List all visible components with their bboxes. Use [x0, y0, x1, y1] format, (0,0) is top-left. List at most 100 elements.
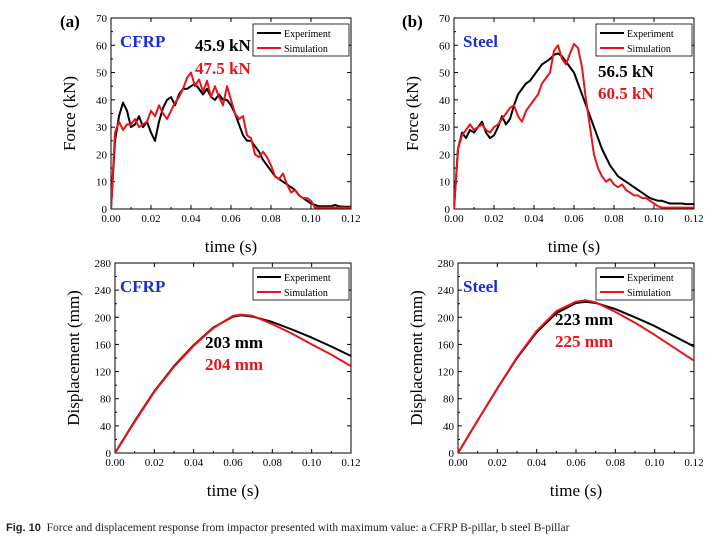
legend-label: Simulation: [284, 44, 328, 55]
legend-label: Experiment: [627, 29, 674, 40]
x-tick-label: 0.00: [105, 457, 125, 469]
panel-b: 0.00 0.02 0.04 0.06 0.08 0.10 0.12 0 10 20 30 40 50 6…: [402, 12, 704, 256]
x-tick-label: 0.10: [644, 213, 664, 225]
material-label: Steel: [463, 277, 498, 296]
caption-text: Force and displacement response from imp…: [46, 522, 570, 534]
x-tick-label: 0.06: [223, 457, 243, 469]
y-tick-label: 80: [443, 394, 455, 406]
x-tick-label: 0.10: [302, 457, 322, 469]
simulation-peak-value: 60.5 kN: [598, 84, 654, 103]
panel-label: (b): [402, 12, 423, 31]
y-axis-label: Force (kN): [403, 76, 422, 151]
legend-label: Experiment: [284, 273, 331, 284]
series-line-simulation: [115, 313, 351, 453]
y-tick-label: 200: [438, 312, 455, 324]
y-tick-label: 70: [96, 13, 108, 25]
y-tick-label: 70: [439, 13, 451, 25]
simulation-peak-value: 225 mm: [555, 332, 613, 351]
panel-a: 0.00 0.02 0.04 0.06 0.08 0.10 0.12 0 10 20 30 40 50 6…: [60, 12, 361, 256]
x-tick-label: 0.08: [606, 457, 626, 469]
legend-box: [252, 267, 350, 301]
x-tick-label: 0.10: [301, 213, 321, 225]
y-tick-label: 160: [438, 339, 455, 351]
y-axis-label: Displacement (mm): [407, 290, 426, 426]
y-tick-label: 0: [102, 204, 108, 216]
x-tick-label: 0.06: [564, 213, 584, 225]
material-label: Steel: [463, 32, 498, 51]
y-tick-label: 280: [438, 258, 455, 270]
x-tick-label: 0.00: [448, 457, 468, 469]
x-tick-label: 0.02: [488, 457, 507, 469]
panel-c: 0.00 0.02 0.04 0.06 0.08 0.10 0.12 0 40 80 120 160 2…: [64, 258, 361, 500]
x-tick-label: 0.04: [527, 457, 547, 469]
y-tick-label: 0: [449, 448, 455, 460]
experiment-peak-value: 223 mm: [555, 310, 613, 329]
x-tick-label: 0.00: [444, 213, 464, 225]
y-tick-label: 240: [95, 285, 112, 297]
x-tick-label: 0.02: [145, 457, 164, 469]
y-axis-label: Displacement (mm): [64, 290, 83, 426]
x-axis-label: time (s): [550, 481, 602, 500]
x-tick-label: 0.08: [604, 213, 624, 225]
y-tick-label: 40: [100, 421, 112, 433]
experiment-peak-value: 45.9 kN: [195, 36, 251, 55]
legend-label: Simulation: [284, 288, 328, 299]
y-tick-label: 50: [439, 68, 451, 80]
y-tick-label: 200: [95, 312, 112, 324]
y-tick-label: 30: [96, 122, 108, 134]
x-tick-label: 0.02: [484, 213, 503, 225]
series-line-experiment: [111, 82, 351, 209]
legend-label: Experiment: [284, 29, 331, 40]
legend-label: Experiment: [627, 273, 674, 284]
y-tick-label: 60: [96, 40, 108, 52]
y-tick-label: 20: [96, 149, 108, 161]
x-tick-label: 0.12: [684, 457, 703, 469]
y-tick-label: 240: [438, 285, 455, 297]
series-line-simulation: [454, 42, 694, 209]
x-tick-label: 0.04: [184, 457, 204, 469]
y-tick-label: 160: [95, 339, 112, 351]
experiment-peak-value: 203 mm: [205, 333, 263, 352]
legend-box: [595, 267, 693, 301]
y-tick-label: 40: [443, 421, 455, 433]
x-tick-label: 0.12: [341, 213, 360, 225]
y-tick-label: 0: [445, 204, 451, 216]
x-tick-label: 0.12: [684, 213, 703, 225]
y-tick-label: 50: [96, 68, 108, 80]
x-tick-label: 0.02: [141, 213, 160, 225]
x-tick-label: 0.12: [341, 457, 360, 469]
legend-box: [252, 23, 350, 57]
x-tick-label: 0.06: [221, 213, 241, 225]
x-tick-label: 0.10: [645, 457, 665, 469]
x-tick-label: 0.06: [566, 457, 586, 469]
y-tick-label: 40: [439, 95, 451, 107]
y-tick-label: 60: [439, 40, 451, 52]
legend-label: Simulation: [627, 44, 671, 55]
simulation-peak-value: 47.5 kN: [195, 59, 251, 78]
series-line-simulation: [111, 71, 351, 209]
x-tick-label: 0.08: [263, 457, 283, 469]
legend-box: [595, 23, 693, 57]
x-tick-label: 0.04: [524, 213, 544, 225]
series-line-experiment: [454, 52, 694, 209]
y-tick-label: 280: [95, 258, 112, 270]
legend-label: Simulation: [627, 288, 671, 299]
y-tick-label: 10: [96, 177, 108, 189]
x-tick-label: 0.00: [101, 213, 121, 225]
y-axis-label: Force (kN): [60, 76, 79, 151]
material-label: CFRP: [120, 32, 165, 51]
y-tick-label: 120: [95, 367, 112, 379]
y-tick-label: 30: [439, 122, 451, 134]
x-axis-label: time (s): [207, 481, 259, 500]
panel-d: 0.00 0.02 0.04 0.06 0.08 0.10 0.12 0 40 80 120 160 2…: [407, 258, 704, 500]
figure-caption: Fig. 10 Force and displacement response …: [6, 522, 712, 534]
y-tick-label: 20: [439, 149, 451, 161]
experiment-peak-value: 56.5 kN: [598, 62, 654, 81]
simulation-peak-value: 204 mm: [205, 355, 263, 374]
material-label: CFRP: [120, 277, 165, 296]
caption-prefix: Fig. 10: [6, 522, 41, 534]
y-tick-label: 40: [96, 95, 108, 107]
series-line-simulation: [458, 299, 694, 453]
y-tick-label: 0: [106, 448, 112, 460]
